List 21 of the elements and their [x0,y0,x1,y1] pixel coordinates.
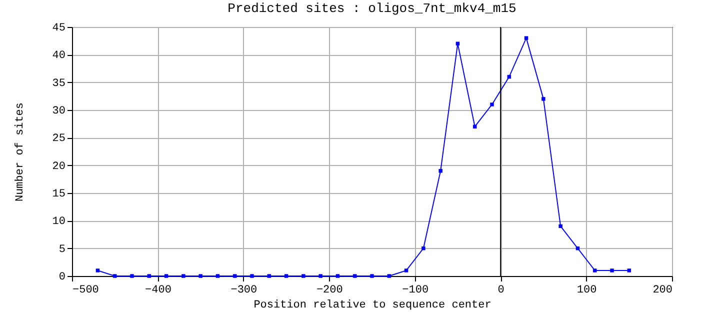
chart-title: Predicted sites : oligos_7nt_mkv4_m15 [228,1,516,16]
x-tick-label: −100 [402,284,429,296]
y-tick-label: 30 [52,106,66,118]
y-axis-title: Number of sites [14,102,26,202]
x-tick-label: −500 [72,284,99,296]
x-tick-label: −300 [230,284,258,296]
x-tick-label: −400 [145,284,172,296]
x-tick-label: 200 [652,284,672,296]
y-tick-label: 45 [52,22,66,34]
y-tick-label: 5 [58,244,66,256]
x-tick-label: 100 [576,284,597,296]
y-tick-label: 40 [52,50,66,62]
y-tick-label: 25 [52,133,66,146]
y-tick-label: 10 [52,216,66,228]
y-tick-label: 15 [52,188,66,200]
x-axis-title: Position relative to sequence center [254,300,492,312]
y-tick-label: 0 [58,272,66,284]
y-tick-label: 20 [52,160,66,173]
x-tick-label: −200 [316,284,343,296]
y-tick-label: 35 [52,78,66,90]
x-tick-label: 0 [498,284,504,296]
